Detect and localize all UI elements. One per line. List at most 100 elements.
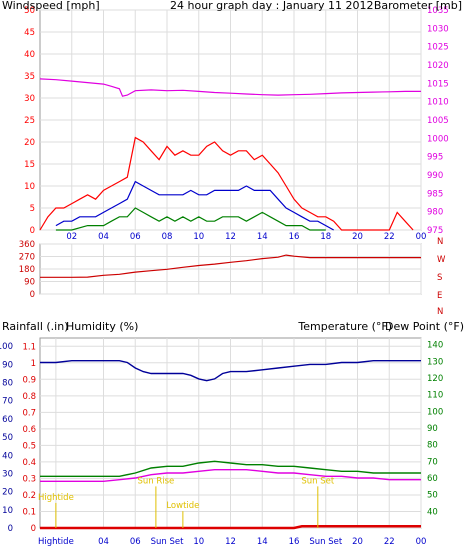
- temp-time-tick-7: 16: [289, 537, 300, 547]
- wind-time-tick-00: 00: [416, 232, 427, 242]
- wind-time-axis: 02 04 06 08 10 12 14 16 18 20 22 00: [66, 232, 426, 242]
- wind-time-tick-22: 22: [384, 232, 395, 242]
- series-barometer: [39, 78, 421, 97]
- wind-time-tick-08: 08: [162, 232, 173, 242]
- direction-tick-270: 270: [19, 253, 35, 263]
- barometer-tick-1010: 1010: [427, 98, 449, 108]
- wind-time-tick-06: 06: [130, 232, 141, 242]
- compass-label-4: N: [437, 307, 443, 317]
- humidity-tick-60: 60: [2, 415, 13, 425]
- temp-time-tick-6: 14: [257, 537, 268, 547]
- series-humidity: [40, 360, 421, 382]
- windspeed-tick-0: 0: [30, 226, 35, 236]
- temperature-axis-label: Temperature (°F): [297, 320, 392, 333]
- temperature-tick-130: 130: [427, 357, 443, 367]
- barometer-tick-1030: 1030: [427, 24, 449, 34]
- humidity-tick-70: 70: [2, 397, 13, 407]
- barometer-tick-1015: 1015: [427, 79, 449, 89]
- rain-tick-0: 0: [31, 524, 36, 534]
- humidity-axis-label: Humidity (%): [66, 320, 138, 333]
- series-rainfall: [40, 525, 421, 530]
- temperature-tick-40: 40: [427, 507, 438, 517]
- barometer-tick-1005: 1005: [427, 116, 449, 126]
- barometer-tick-990: 990: [427, 171, 443, 181]
- series-dew-point: [40, 469, 421, 482]
- wind-time-tick-16: 16: [289, 232, 300, 242]
- temperature-tick-60: 60: [427, 474, 438, 484]
- rain-tick-0.4: 0.4: [22, 458, 36, 468]
- humidity-tick-90: 90: [2, 360, 13, 370]
- wind-time-tick-18: 18: [320, 232, 331, 242]
- windspeed-axis-label: Windspeed [mph]: [2, 0, 100, 12]
- temperature-tick-100: 100: [427, 407, 443, 417]
- compass-label-2: S: [437, 273, 442, 283]
- compass-label-1: W: [437, 255, 446, 265]
- annotation-1: Sun Rise: [137, 476, 174, 486]
- barometer-tick-995: 995: [427, 153, 443, 163]
- series-average: [55, 180, 334, 231]
- temp-humidity-panel: 0 0.1 0.2 0.3 0.4 0.5 0.6 0.7 0.8 0.9 1 1.1 0 10 20 30…: [0, 320, 464, 547]
- series-temperature: [40, 460, 421, 477]
- series-low: [55, 207, 326, 231]
- humidity-tick-10: 10: [2, 506, 13, 516]
- temperature-tick-90: 90: [427, 424, 438, 434]
- direction-tick-180: 180: [19, 265, 35, 275]
- windspeed-tick-50: 50: [24, 6, 35, 16]
- windspeed-tick-20: 20: [24, 138, 35, 148]
- windspeed-tick-5: 5: [30, 204, 35, 214]
- wind-time-tick-20: 20: [352, 232, 363, 242]
- rain-tick-0.3: 0.3: [22, 474, 36, 484]
- wind-time-tick-04: 04: [98, 232, 109, 242]
- temperature-tick-70: 70: [427, 457, 438, 467]
- windspeed-tick-15: 15: [24, 160, 35, 170]
- rain-tick-0.1: 0.1: [22, 507, 36, 517]
- barometer-tick-1035: 1035: [427, 6, 449, 16]
- barometer-tick-980: 980: [427, 208, 443, 218]
- temp-time-tick-3: Sun Set: [151, 537, 184, 547]
- windspeed-axis-ticks: 0 5 10 15 20 25 30 35 40 45 50: [24, 6, 35, 236]
- compass-label-0: N: [437, 237, 443, 247]
- rain-tick-0.7: 0.7: [22, 408, 36, 418]
- temp-time-tick-2: 06: [130, 537, 141, 547]
- annotation-0: Hightide: [38, 493, 74, 503]
- wind-time-tick-10: 10: [193, 232, 204, 242]
- temperature-tick-120: 120: [427, 374, 443, 384]
- temp-time-tick-9: 20: [352, 537, 363, 547]
- humidity-tick-40: 40: [2, 451, 13, 461]
- annotation-2: Lowtide: [166, 501, 199, 511]
- windspeed-tick-25: 25: [24, 116, 35, 126]
- temperature-tick-80: 80: [427, 441, 438, 451]
- temp-time-tick-0: Hightide: [38, 537, 74, 547]
- rain-tick-0.6: 0.6: [22, 425, 36, 435]
- windspeed-tick-35: 35: [24, 72, 35, 82]
- barometer-tick-985: 985: [427, 189, 443, 199]
- wind-time-tick-02: 02: [66, 232, 77, 242]
- humidity-tick-0: 0: [8, 524, 13, 534]
- graph-title: 24 hour graph day : January 11 2012: [170, 0, 374, 12]
- temperature-axis-ticks: 40 50 60 70 80 90 100 110 120 130 140: [427, 341, 443, 518]
- temp-series: [40, 360, 421, 530]
- barometer-tick-1025: 1025: [427, 43, 449, 53]
- rain-tick-0.8: 0.8: [22, 392, 36, 402]
- direction-tick-360: 360: [19, 240, 35, 250]
- temp-time-tick-10: 22: [384, 537, 395, 547]
- direction-grid: [40, 243, 422, 295]
- barometer-tick-975: 975: [427, 226, 443, 236]
- windspeed-tick-40: 40: [24, 50, 35, 60]
- temp-time-tick-5: 12: [225, 537, 236, 547]
- series-direction: [40, 254, 421, 278]
- direction-tick-0: 0: [30, 290, 35, 300]
- windspeed-tick-30: 30: [24, 94, 35, 104]
- temp-time-tick-1: 04: [98, 537, 109, 547]
- wind-time-tick-14: 14: [257, 232, 268, 242]
- windspeed-tick-10: 10: [24, 182, 35, 192]
- barometer-tick-1000: 1000: [427, 134, 449, 144]
- rain-tick-1: 1: [31, 359, 36, 369]
- temp-time-axis: Hightide 04 06 Sun Set 10 12 14 16 Sun Set 20 22 00: [38, 537, 426, 547]
- direction-degree-ticks: 0 90 180 270 360: [19, 240, 35, 300]
- wind-time-tick-12: 12: [225, 232, 236, 242]
- series-gust: [39, 136, 414, 231]
